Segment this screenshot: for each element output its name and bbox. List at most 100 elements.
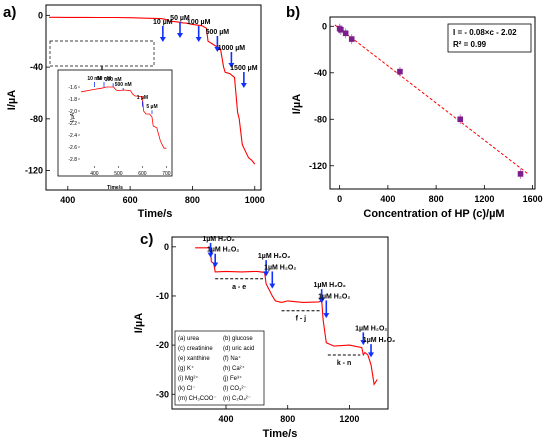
panel-a-annotation-arrow-head (195, 37, 202, 42)
panel-a-xtick-label: 600 (123, 195, 138, 205)
panel-c-annotations: 1µM H₂O₂ 1µM H₂O₂ 1µM H₂O₂ 1µM H₂O₂ 1µM H₂O₂… (202, 236, 395, 358)
panel-c-xtick-label: 1200 (339, 414, 359, 424)
panel-a-inset-ytick-label: -2.2 (68, 121, 77, 127)
panel-a-inset-ytick-label: -2.8 (68, 157, 77, 163)
panel-b-data-point (397, 68, 403, 75)
panel-c-current-trace (195, 247, 378, 386)
panel-b-r-squared: R² = 0.99 (453, 40, 487, 49)
panel-c-legend-entry: (m) CH₃COO⁻ (178, 396, 217, 402)
panel-a-ytick-label: -120 (25, 166, 43, 176)
panel-a-ylabel: I/µA (6, 90, 18, 110)
panel-c-legend-entry: (i) Mg²⁺ (178, 375, 199, 382)
panel-b-ytick-label: -80 (314, 114, 327, 124)
panel-a-annotation-arrow-head (159, 37, 166, 42)
panel-b-xtick-label: 400 (380, 194, 395, 204)
panel-c-legend-entry: (c) creatinine (178, 346, 213, 352)
panel-a-inset-ytick-label: -1.8 (68, 97, 77, 103)
panel-c-legend-entry: (l) CO₃²⁻ (223, 386, 247, 392)
panel-a-annotation-arrow-head (240, 83, 247, 88)
panel-a-annotation-arrow-head (228, 63, 235, 68)
panel-a-annotation-label: 1500 µM (230, 65, 258, 72)
panel-b-xlabel: Concentration of HP (c)/µM (363, 208, 504, 220)
panel-c-ytick-label: -20 (156, 340, 169, 350)
panel-a-inset-xtick-label: 600 (138, 171, 147, 177)
panel-b-equation: I = - 0.08×c - 2.02 (453, 28, 517, 37)
panel-b-data-points (336, 23, 524, 179)
panel-a-plot-frame (45, 4, 262, 191)
panel-c-legend-entry: (j) Fe³⁺ (223, 375, 242, 382)
panel-b-fit-line (334, 24, 529, 175)
panel-c-annotation-arrow-head (360, 340, 367, 346)
panel-a-inset-xtick-label: 400 (90, 171, 99, 177)
panel-a-annotation-label: 100 µM (187, 19, 211, 26)
panel-label-b: b) (286, 4, 300, 21)
panel-c-legend-box (174, 330, 265, 406)
panel-c-ytick-label: -10 (156, 291, 169, 301)
panel-c-annotation-label: 1µM H₂O₂ (355, 325, 387, 332)
panel-c-legend-entry: (a) urea (178, 336, 200, 342)
panel-c-legend-entry: (b) glucose (223, 336, 253, 342)
panel-c-annotation-label: 1µM H₂O₂ (318, 293, 350, 300)
panel-c-annotation-label: 1µM H₂O₂ (363, 337, 395, 344)
panel-c-interferent-regions: a - e f - j k - n (215, 278, 361, 367)
panel-b-xtick-label: 1200 (474, 194, 494, 204)
panel-a-inset-annotation-label: 50 nM (97, 76, 111, 82)
panel-c-xtick-label: 400 (218, 414, 233, 424)
panel-a-annotation-label: 50 µM (170, 15, 190, 22)
panel-c-legend-entry: (h) Ca²⁺ (223, 365, 245, 372)
panel-b-xtick-label: 800 (429, 194, 444, 204)
panel-b-equation-box (447, 23, 532, 53)
panel-label-a: a) (3, 4, 16, 21)
panel-a-inset-ticks: 400 500 600 700 -1.6 -1.8 -2.0 -2.2 -2.4 -2.6 -2.8 (68, 85, 170, 177)
panel-c-ylabel: I/µA (133, 313, 145, 333)
panel-c-annotation-arrow-head (323, 313, 330, 319)
panel-c-annotation-label: 1µM H₂O₂ (258, 253, 290, 260)
panel-label-c: c) (140, 231, 153, 248)
panel-c-region-label: f - j (296, 316, 307, 323)
panel-c-xlabel: Time/s (263, 428, 298, 440)
panel-a-inset-trace (81, 86, 167, 149)
panel-c-annotation-arrow-head (368, 352, 375, 358)
panel-b-axis-ticks: 0 400 800 1200 1600 0 -40 -80 -120 (309, 21, 543, 204)
panel-c-annotation-arrow-head (207, 252, 214, 258)
panel-c-legend-entry: (n) C₂O₄²⁻ (223, 396, 251, 402)
panel-b-data-point (338, 26, 344, 33)
panel-a-inset-ytick-label: -2.4 (68, 133, 77, 139)
panel-c-region-label: a - e (232, 284, 246, 291)
panel-c-legend-entry: (d) uric acid (223, 346, 254, 352)
panel-b-plot-frame (329, 16, 536, 190)
panel-a-current-trace (49, 16, 256, 165)
panel-a-inset-xtick-label: 700 (162, 171, 171, 177)
panel-b-data-point (342, 30, 349, 37)
panel-a-annotation-label: 500 µM (206, 29, 230, 36)
panel-a-ytick-label: -80 (30, 114, 43, 124)
panel-a-ytick-label: 0 (38, 10, 43, 20)
panel-a-inset-annotation-label: 100 nM (105, 77, 122, 83)
panel-a-annotation-arrow-head (214, 47, 221, 52)
panel-a-inset-ytick-label: -2.0 (68, 109, 77, 115)
panel-a-inset-ylabel: I/µA (70, 112, 76, 122)
panel-c-legend-entry: (g) K⁺ (178, 365, 194, 372)
panel-b-ylabel: I/µA (291, 94, 303, 114)
panel-b-data-point (348, 36, 355, 42)
panel-c-legend-entry: (k) Cl⁻ (178, 386, 196, 392)
panel-b-ytick-label: 0 (322, 21, 327, 31)
panel-c-xtick-label: 800 (280, 414, 295, 424)
panel-c-annotation-arrow-head (263, 271, 270, 277)
panel-c-annotation-label: 1µM H₂O₂ (264, 264, 296, 271)
panel-b-xtick-label: 1600 (523, 194, 543, 204)
panel-c-annotation-label: 1µM H₂O₂ (207, 247, 239, 254)
panel-a-inset-xtick-label: 500 (114, 171, 123, 177)
panel-c-region-label: k - n (337, 360, 351, 367)
panel-a-inset-annotation-label: 1 µM (137, 95, 148, 101)
panel-c-ytick-label: -30 (156, 389, 169, 399)
panel-a-annotation-label: 10 µM (153, 19, 173, 26)
panel-a-annotation-label: 1000 µM (218, 45, 246, 52)
panel-c-annotation-arrow-head (269, 283, 276, 289)
panel-b-data-point (457, 116, 464, 123)
